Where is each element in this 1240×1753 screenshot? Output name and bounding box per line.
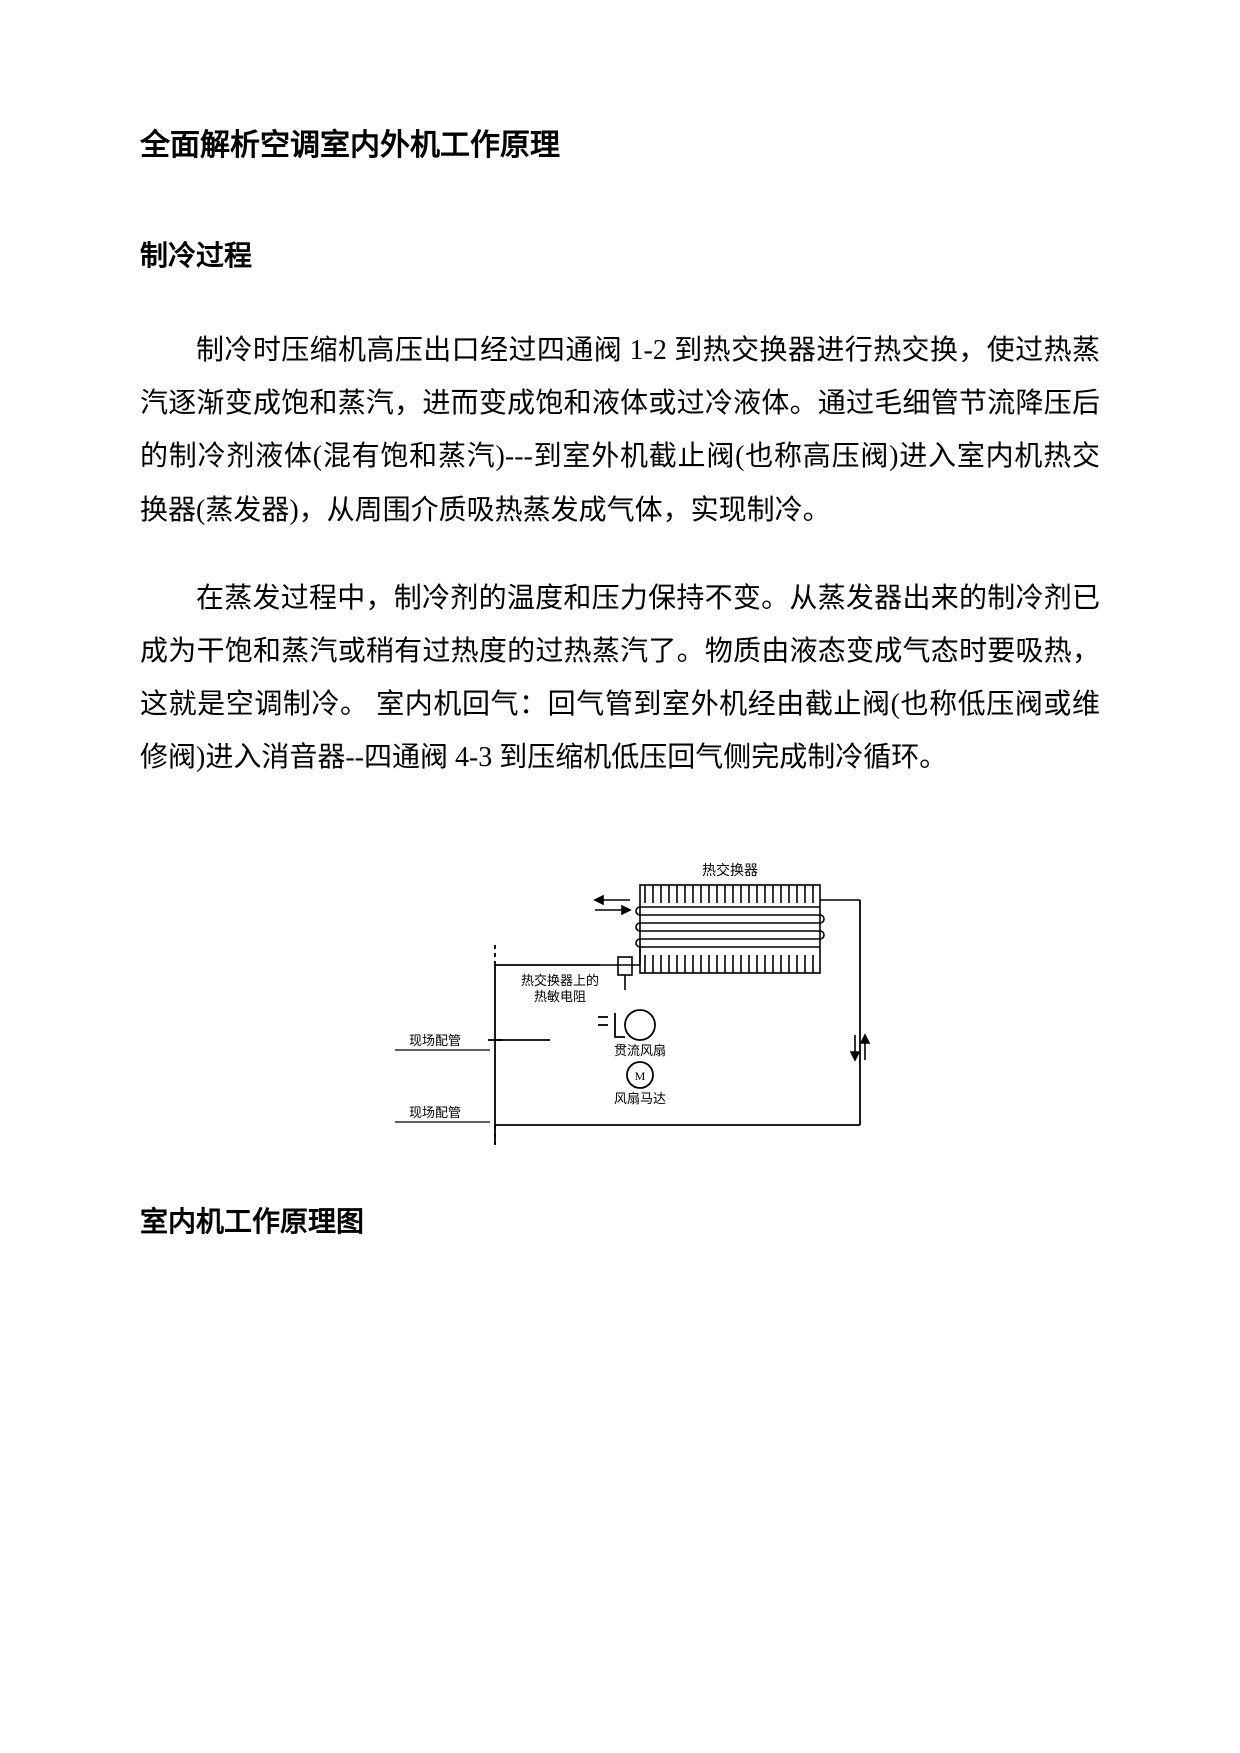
page-title: 全面解析空调室内外机工作原理 <box>140 120 1100 164</box>
indoor-unit-diagram: M 热交换器 热交换器上的 热敏电阻 贯流风扇 风扇马达 现场配管 现场配管 <box>140 845 1100 1150</box>
motor-m-label: M <box>635 1069 646 1083</box>
label-heat-exchanger: 热交换器 <box>702 862 758 879</box>
diagram-caption: 室内机工作原理图 <box>140 1200 1100 1240</box>
label-thermistor-l2: 热敏电阻 <box>534 989 586 1004</box>
label-fan-motor: 风扇马达 <box>614 1091 666 1106</box>
section-heading-cooling: 制冷过程 <box>140 234 1100 274</box>
paragraph-1: 制冷时压缩机高压出口经过四通阀 1-2 到热交换器进行热交换，使过热蒸汽逐渐变成… <box>140 324 1100 537</box>
document-page: 全面解析空调室内外机工作原理 制冷过程 制冷时压缩机高压出口经过四通阀 1-2 … <box>0 0 1240 1320</box>
label-field-pipe-1: 现场配管 <box>409 1033 461 1048</box>
diagram-container: M 热交换器 热交换器上的 热敏电阻 贯流风扇 风扇马达 现场配管 现场配管 <box>140 845 1100 1150</box>
label-field-pipe-2: 现场配管 <box>409 1105 461 1120</box>
paragraph-2: 在蒸发过程中，制冷剂的温度和压力保持不变。从蒸发器出来的制冷剂已成为干饱和蒸汽或… <box>140 572 1100 785</box>
label-thermistor-l1: 热交换器上的 <box>521 973 599 988</box>
label-cross-flow-fan: 贯流风扇 <box>614 1043 666 1058</box>
